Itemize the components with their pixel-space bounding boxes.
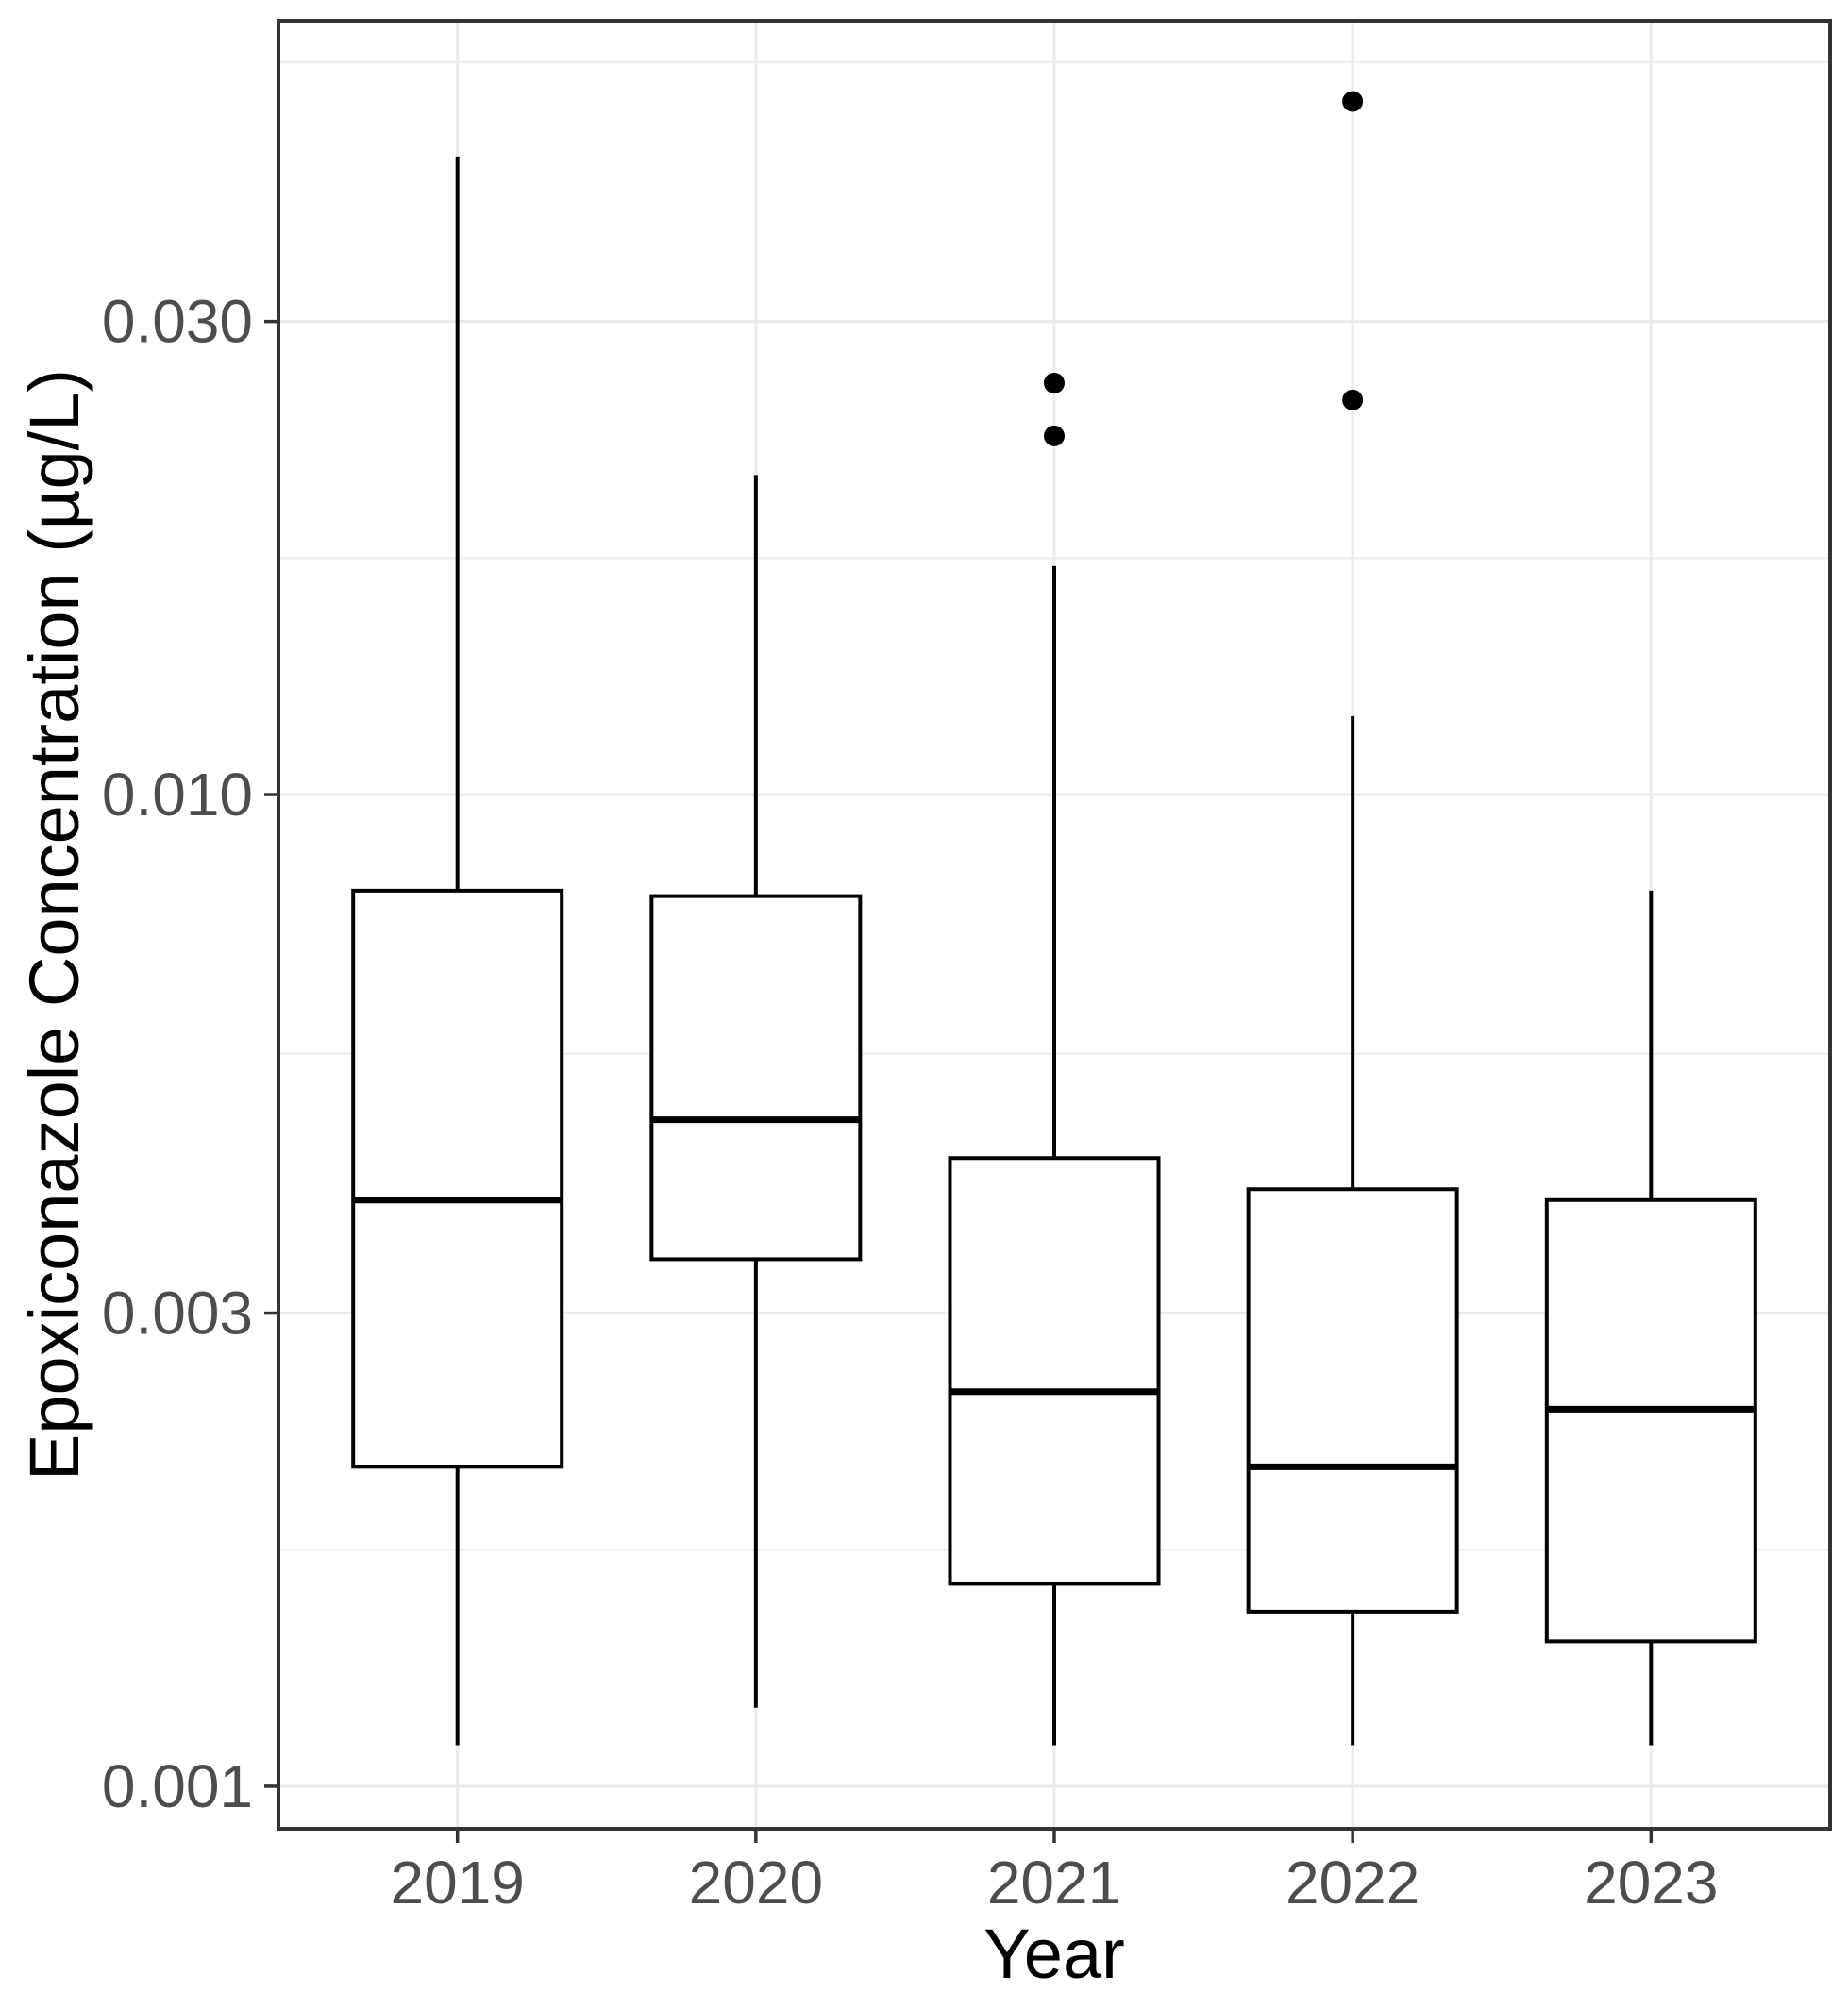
boxplot-2020 <box>649 475 863 1708</box>
x-tick-label: 2023 <box>1584 1849 1718 1917</box>
iqr-box <box>1246 1187 1459 1614</box>
outlier-point <box>1342 91 1364 112</box>
boxplot-2019 <box>351 156 564 1746</box>
boxplot-2022 <box>1246 91 1459 1746</box>
boxes-layer <box>351 91 1757 1746</box>
x-tick-label: 2022 <box>1285 1849 1420 1917</box>
iqr-box <box>649 894 863 1262</box>
x-tick-label: 2021 <box>987 1849 1121 1917</box>
axis-labels-layer: 0.001 0.003 0.010 0.030 2019 2020 2021 2022 2023 <box>102 288 1719 1917</box>
x-axis-title: Year <box>983 1915 1125 1993</box>
iqr-box <box>948 1156 1161 1586</box>
y-tick-label: 0.030 <box>102 288 253 356</box>
y-tick-label: 0.003 <box>102 1280 253 1348</box>
y-tick-label: 0.001 <box>102 1752 253 1820</box>
outlier-point <box>1044 425 1065 446</box>
y-axis-title: Epoxiconazole Concentration (µg/L) <box>15 369 93 1481</box>
iqr-box <box>351 888 564 1469</box>
tick-marks-layer <box>264 319 1654 1843</box>
y-tick-label: 0.010 <box>102 761 253 829</box>
x-tick-label: 2020 <box>689 1849 823 1917</box>
outlier-point <box>1044 372 1065 393</box>
boxplot-2023 <box>1544 890 1757 1746</box>
x-tick-label: 2019 <box>391 1849 525 1917</box>
outlier-point <box>1342 389 1364 410</box>
iqr-box <box>1544 1197 1757 1644</box>
boxplot-2021 <box>948 372 1161 1746</box>
